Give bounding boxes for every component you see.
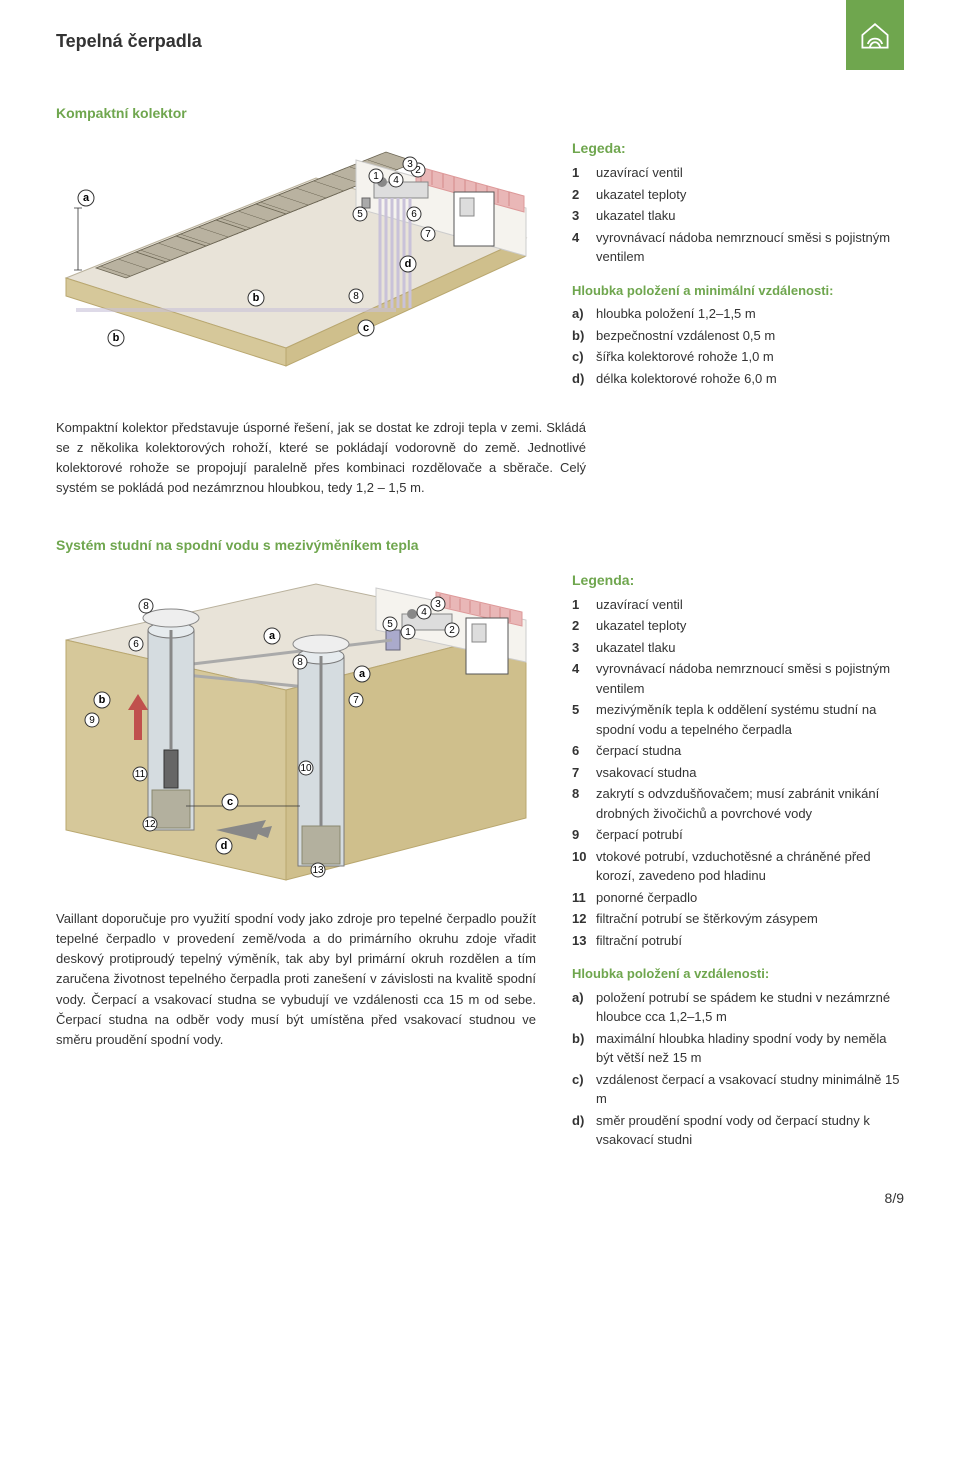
legend-item: c)vzdálenost čerpací a vsakovací studny …: [572, 1070, 904, 1109]
legend-item: 1uzavírací ventil: [572, 163, 904, 183]
legend1-title: Legeda:: [572, 138, 904, 159]
diagram-compact-collector: 12345678abbcd: [56, 138, 536, 390]
svg-text:8: 8: [353, 291, 359, 302]
legend-item: a)položení potrubí se spádem ke studni v…: [572, 988, 904, 1027]
legend-item: 3ukazatel tlaku: [572, 638, 904, 658]
svg-text:4: 4: [421, 607, 427, 618]
page-number: 8/9: [56, 1188, 904, 1209]
legend-item: a)hloubka položení 1,2–1,5 m: [572, 304, 904, 324]
svg-text:8: 8: [297, 657, 303, 668]
svg-text:5: 5: [387, 619, 393, 630]
section-compact-collector: Kompaktní kolektor 12345678abbcd Legeda:…: [56, 103, 904, 499]
legend-item: 4vyrovnávací nádoba nemrznoucí směsi s p…: [572, 659, 904, 698]
svg-text:c: c: [363, 322, 369, 334]
legend-item: c)šířka kolektorové rohože 1,0 m: [572, 347, 904, 367]
legend1: Legeda: 1uzavírací ventil2ukazatel teplo…: [572, 138, 904, 390]
section2-paragraph: Vaillant doporučuje pro využití spodní v…: [56, 909, 536, 1050]
legend-item: 2ukazatel teploty: [572, 616, 904, 636]
svg-text:6: 6: [133, 639, 139, 650]
svg-text:d: d: [405, 258, 412, 270]
svg-text:5: 5: [357, 209, 363, 220]
legend-item: 5mezivýměník tepla k oddělení systému st…: [572, 700, 904, 739]
svg-text:d: d: [221, 840, 228, 852]
legend-item: 3ukazatel tlaku: [572, 206, 904, 226]
legend1-list: 1uzavírací ventil2ukazatel teploty3ukaza…: [572, 163, 904, 267]
svg-text:c: c: [227, 796, 233, 808]
diagram-well-system: 123456788910111213aabcd: [56, 570, 536, 896]
legend-item: 4vyrovnávací nádoba nemrznoucí směsi s p…: [572, 228, 904, 267]
svg-text:a: a: [83, 192, 90, 204]
legend-item: 10vtokové potrubí, vzduchotěsné a chráně…: [572, 847, 904, 886]
legend-item: 8zakrytí s odvzdušňovačem; musí zabránit…: [572, 784, 904, 823]
legend-item: b)maximální hloubka hladiny spodní vody …: [572, 1029, 904, 1068]
svg-text:8: 8: [143, 601, 149, 612]
svg-text:2: 2: [449, 625, 455, 636]
svg-text:7: 7: [353, 695, 359, 706]
svg-text:1: 1: [405, 627, 411, 638]
svg-text:13: 13: [312, 865, 324, 876]
dist2-title: Hloubka položení a vzdálenosti:: [572, 964, 904, 984]
section2-title: Systém studní na spodní vodu s mezivýměn…: [56, 535, 904, 556]
section1-paragraph: Kompaktní kolektor představuje úsporné ř…: [56, 418, 586, 499]
svg-text:9: 9: [89, 715, 95, 726]
brand-corner-tab: [846, 0, 904, 70]
svg-text:7: 7: [425, 229, 431, 240]
legend-item: 6čerpací studna: [572, 741, 904, 761]
svg-text:12: 12: [144, 819, 156, 830]
svg-text:a: a: [269, 630, 276, 642]
svg-text:3: 3: [407, 159, 413, 170]
dist2-list: a)položení potrubí se spádem ke studni v…: [572, 988, 904, 1150]
svg-text:b: b: [253, 292, 260, 304]
svg-text:b: b: [99, 694, 106, 706]
legend-item: 7vsakovací studna: [572, 763, 904, 783]
legend2-list: 1uzavírací ventil2ukazatel teploty3ukaza…: [572, 595, 904, 951]
dist1-list: a)hloubka položení 1,2–1,5 mb)bezpečnost…: [572, 304, 904, 388]
svg-text:3: 3: [435, 599, 441, 610]
svg-text:6: 6: [411, 209, 417, 220]
svg-text:a: a: [359, 668, 366, 680]
legend2: Legenda: 1uzavírací ventil2ukazatel tepl…: [572, 570, 904, 1152]
svg-text:4: 4: [393, 175, 399, 186]
svg-text:11: 11: [135, 769, 146, 780]
legend-item: d)směr proudění spodní vody od čerpací s…: [572, 1111, 904, 1150]
legend-item: 11ponorné čerpadlo: [572, 888, 904, 908]
diagram2-svg: 123456788910111213aabcd: [56, 570, 536, 890]
legend-item: 13filtrační potrubí: [572, 931, 904, 951]
legend-item: 9čerpací potrubí: [572, 825, 904, 845]
svg-text:b: b: [113, 332, 120, 344]
legend2-title: Legenda:: [572, 570, 904, 591]
legend-item: d)délka kolektorové rohože 6,0 m: [572, 369, 904, 389]
house-icon: [857, 17, 893, 53]
legend-item: 1uzavírací ventil: [572, 595, 904, 615]
legend-item: 2ukazatel teploty: [572, 185, 904, 205]
dist1-title: Hloubka položení a minimální vzdálenosti…: [572, 281, 904, 301]
legend-item: b)bezpečnostní vzdálenost 0,5 m: [572, 326, 904, 346]
section-well-system: Systém studní na spodní vodu s mezivýměn…: [56, 535, 904, 1152]
page-title: Tepelná čerpadla: [56, 28, 904, 55]
svg-text:1: 1: [373, 171, 379, 182]
section1-title: Kompaktní kolektor: [56, 103, 904, 124]
svg-text:10: 10: [300, 763, 312, 774]
legend-item: 12filtrační potrubí se štěrkovým zásypem: [572, 909, 904, 929]
diagram1-svg: 12345678abbcd: [56, 138, 536, 368]
